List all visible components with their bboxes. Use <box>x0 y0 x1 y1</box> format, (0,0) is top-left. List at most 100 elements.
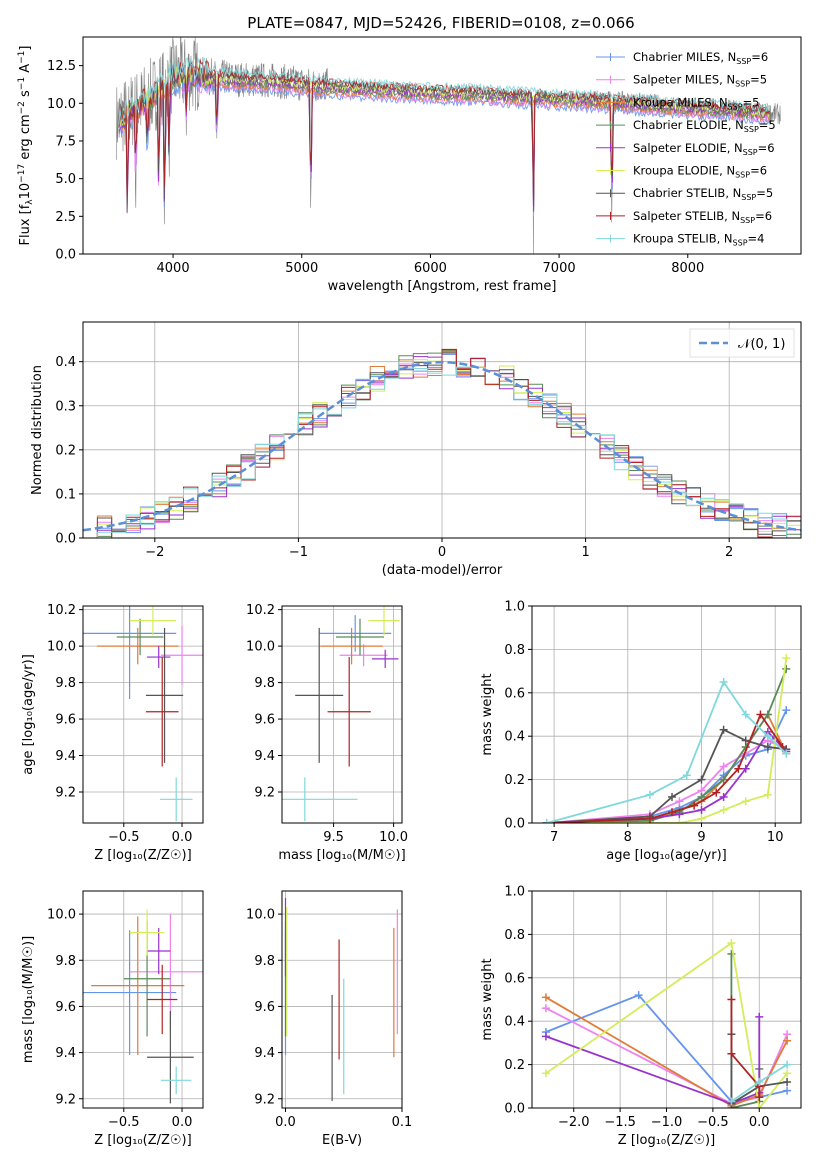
x-axis-label: Z [log₁₀(Z/Z☉)] <box>94 1133 191 1148</box>
x-tick-label: −1.0 <box>651 1115 683 1130</box>
weight-path <box>545 941 788 1108</box>
errorbar-krou_stelib <box>161 1066 192 1095</box>
y-tick-label: 7.5 <box>55 134 76 149</box>
spectrum-model-line <box>118 65 771 212</box>
y-tick-label: 9.8 <box>254 954 275 969</box>
y-tick-label: 0.3 <box>55 399 76 414</box>
y-tick-label: 1.0 <box>504 600 525 615</box>
errorbar-salp_stelib <box>145 657 179 767</box>
x-tick-label: 0 <box>438 545 446 560</box>
y-tick-label: 9.2 <box>254 1092 275 1107</box>
y-tick-label: 9.8 <box>55 676 76 691</box>
y-tick-label: 10.2 <box>246 603 275 618</box>
y-tick-label: 0.1 <box>55 487 76 502</box>
y-tick-label: 0.4 <box>55 355 76 370</box>
legend-label: Salpeter MILES, NSSP=5 <box>633 73 767 89</box>
axes-frame <box>281 890 403 1109</box>
y-tick-label: 9.6 <box>254 1000 275 1015</box>
errorbar-chab_elodie <box>336 618 384 656</box>
x-tick-label: −0.5 <box>108 830 140 845</box>
errorbar-chab_miles <box>83 930 177 1055</box>
y-tick-label: 0.2 <box>504 773 525 788</box>
panel-weight_vs_age: 7 8 9 10 0.0 0.2 0.4 0.6 0.8 1.0 age [log₁₀(age/yr… <box>480 600 802 863</box>
y-tick-label: 9.4 <box>55 749 76 764</box>
weight-line-krou_elodie <box>542 654 791 823</box>
plot-area-mass_vs_ebv <box>284 897 398 1102</box>
y-tick-label: 5.0 <box>55 172 76 187</box>
x-tick-label: −0.5 <box>697 1115 729 1130</box>
y-tick-label: 9.6 <box>55 713 76 728</box>
errorbar-chab_miles <box>319 615 392 652</box>
y-tick-label: 9.2 <box>254 786 275 801</box>
y-tick-label: 9.4 <box>254 1046 275 1061</box>
gaussian-curve <box>83 360 801 532</box>
weight-path <box>546 728 787 823</box>
y-tick-label: 0.8 <box>504 928 525 943</box>
x-axis-label: (data-model)/error <box>382 563 503 578</box>
errorbar-krou_elodie <box>129 606 177 636</box>
weight-path <box>546 657 788 823</box>
errorbar-chab_miles <box>83 606 177 699</box>
legend-label: Kroupa ELODIE, NSSP=6 <box>633 164 767 180</box>
y-tick-label: 0.0 <box>504 1102 525 1117</box>
errorbar-krou_miles <box>320 627 383 665</box>
x-tick-label: 0.0 <box>275 1115 296 1130</box>
errorbar-salp_stelib <box>147 964 178 1035</box>
axes-frame <box>281 605 403 824</box>
plot-area-weight_vs_z <box>541 939 792 1108</box>
x-axis-label: age [log₁₀(age/yr)] <box>606 848 727 863</box>
y-tick-label: 9.2 <box>55 1092 76 1107</box>
plot-area-mass_vs_z <box>83 909 203 1104</box>
x-tick-label: 6000 <box>414 261 447 276</box>
x-tick-label: 2 <box>725 545 733 560</box>
panel-spectrum: 4000 5000 6000 7000 8000 0.0 2.5 5.0 7.5 10.0 12.5… <box>17 36 802 294</box>
panel-mass_vs_z: −0.5 0.0 9.2 9.4 9.6 9.8 10.0 Z [log₁₀(Z/Z☉)] ma… <box>21 890 204 1148</box>
x-axis-label: Z [log₁₀(Z/Z☉)] <box>94 848 191 863</box>
errorbar-chab_elodie <box>116 618 164 656</box>
x-axis-label: Z [log₁₀(Z/Z☉)] <box>618 1133 715 1148</box>
errorbar-salp_miles <box>161 626 203 685</box>
y-tick-label: 9.6 <box>55 1000 76 1015</box>
y-tick-label: 9.8 <box>55 954 76 969</box>
y-tick-label: 2.5 <box>55 210 76 225</box>
errorbar-chab_stelib <box>295 627 344 763</box>
panel-residuals: −2 −1 0 1 2 0.0 0.1 0.2 0.3 0.4 (data-model)/error… <box>30 321 802 578</box>
x-tick-label: 0.0 <box>749 1115 770 1130</box>
legend-box <box>689 328 795 358</box>
y-tick-label: 0.2 <box>504 1058 525 1073</box>
x-tick-label: 7000 <box>543 261 576 276</box>
weight-path <box>546 709 788 823</box>
plot-area-residuals <box>83 348 801 538</box>
errorbar-krou_elodie <box>129 909 165 956</box>
spectrum-model-line <box>118 68 771 211</box>
y-axis-label: age [log₁₀(age/yr)] <box>21 654 36 775</box>
weight-path <box>730 999 761 1098</box>
y-tick-label: 0.8 <box>504 643 525 658</box>
panel-age_vs_mass: 9.5 10.0 9.2 9.4 9.6 9.8 10.0 10.2 mass [log₁₀(M… <box>246 603 408 863</box>
errorbar-salp_stelib <box>327 657 371 767</box>
axes-frame <box>531 605 802 824</box>
errorbar-chab_stelib <box>147 1011 194 1104</box>
y-tick-label: 0.4 <box>504 1015 525 1030</box>
errorbar-krou_miles <box>91 916 185 1055</box>
panel-mass_vs_ebv: 0.0 0.1 9.2 9.4 9.6 9.8 10.0 E(B-V) <box>246 890 412 1148</box>
x-tick-label: −0.5 <box>108 1115 140 1130</box>
y-axis-label: mass weight <box>480 673 495 755</box>
x-axis-label: wavelength [Angstrom, rest frame] <box>328 279 557 294</box>
x-tick-label: 10.0 <box>379 830 408 845</box>
errorbar-salp_elodie <box>147 927 171 975</box>
axes-frame <box>82 890 204 1109</box>
axes-frame <box>82 36 802 255</box>
y-tick-label: 9.4 <box>55 1046 76 1061</box>
y-tick-label: 10.0 <box>47 97 76 112</box>
weight-line-krou_stelib <box>542 677 791 823</box>
weight-path <box>545 996 788 1107</box>
y-tick-label: 10.2 <box>47 603 76 618</box>
y-tick-label: 0.2 <box>55 443 76 458</box>
plot-area-spectrum <box>116 37 781 254</box>
legend-label: Salpeter STELIB, NSSP=6 <box>633 209 772 225</box>
weight-line-krou_elodie <box>541 939 792 1108</box>
y-tick-label: 10.0 <box>246 640 275 655</box>
errorbar-salp_elodie <box>372 649 399 668</box>
